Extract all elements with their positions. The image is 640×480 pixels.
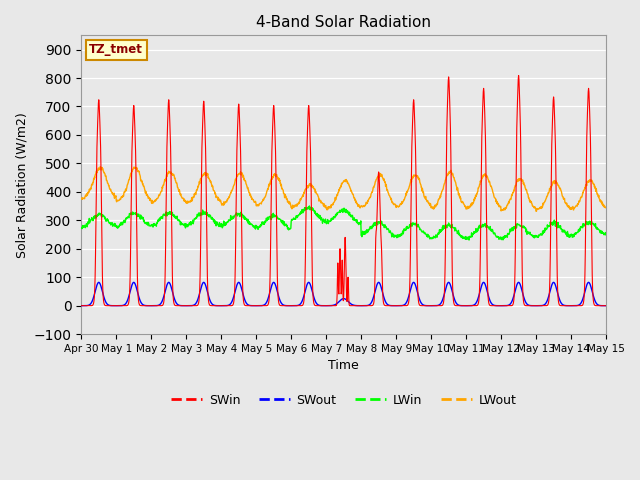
Text: TZ_tmet: TZ_tmet (89, 43, 143, 56)
Y-axis label: Solar Radiation (W/m2): Solar Radiation (W/m2) (15, 112, 28, 258)
X-axis label: Time: Time (328, 360, 359, 372)
Legend: SWin, SWout, LWin, LWout: SWin, SWout, LWin, LWout (166, 389, 521, 411)
Title: 4-Band Solar Radiation: 4-Band Solar Radiation (256, 15, 431, 30)
